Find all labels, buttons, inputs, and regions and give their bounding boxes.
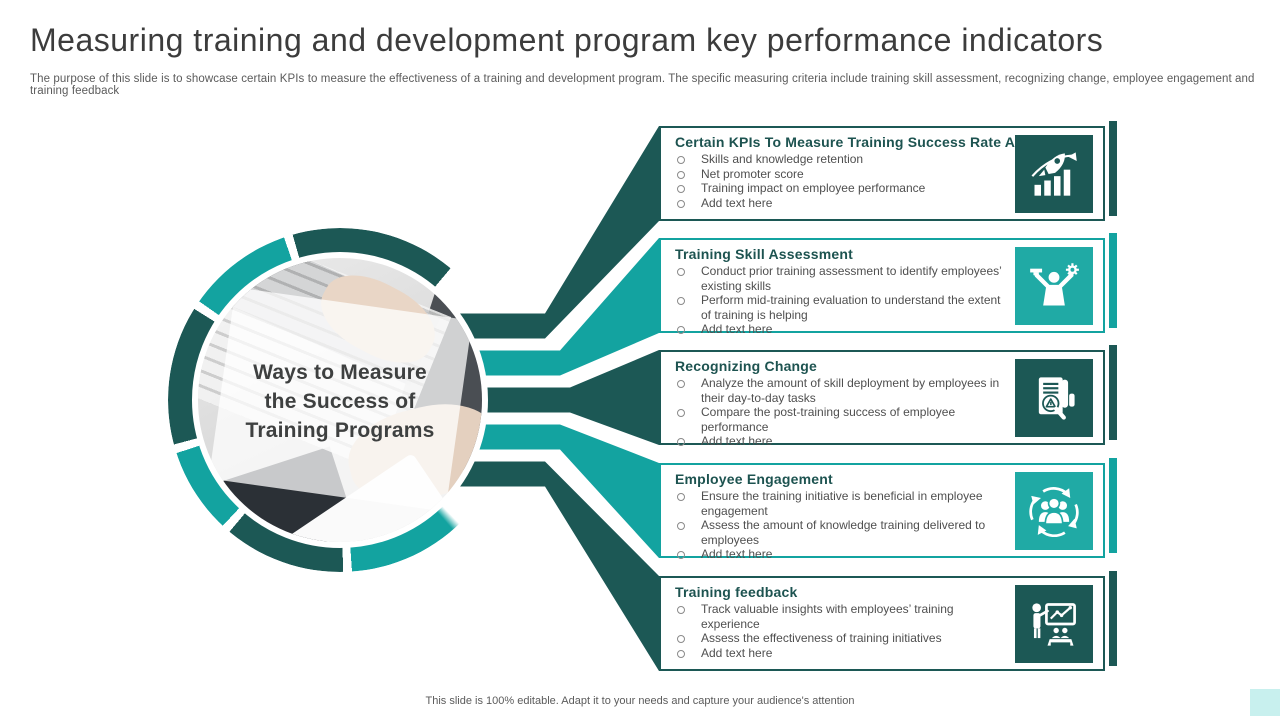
connector-band-4 bbox=[360, 424, 659, 558]
bullet-marker bbox=[677, 551, 685, 559]
bullet-marker bbox=[677, 409, 685, 417]
bullet-item: Net promoter score bbox=[675, 167, 1005, 182]
bullet-item: Add text here bbox=[675, 322, 1005, 337]
bullet-item: Skills and knowledge retention bbox=[675, 152, 1005, 167]
kpi-card-success-rate: Certain KPIs To Measure Training Success… bbox=[659, 126, 1105, 221]
bullet-list: Ensure the training initiative is benefi… bbox=[675, 489, 1005, 562]
bullet-item: Conduct prior training assessment to ide… bbox=[675, 264, 1005, 293]
bullet-marker bbox=[677, 185, 685, 193]
bullet-marker bbox=[677, 635, 685, 643]
kpi-card-skill-assessment: Training Skill Assessment Conduct prior … bbox=[659, 238, 1105, 336]
kpi-card-recognizing-change: Recognizing Change Analyze the amount of… bbox=[659, 350, 1105, 448]
card-title: Certain KPIs To Measure Training Success… bbox=[675, 134, 1034, 150]
bullet-marker bbox=[677, 493, 685, 501]
card-title: Training feedback bbox=[675, 584, 798, 600]
corner-decoration bbox=[1250, 689, 1280, 716]
bullet-item: Ensure the training initiative is benefi… bbox=[675, 489, 1005, 518]
bullet-item: Add text here bbox=[675, 646, 1005, 661]
card-accent-strip bbox=[1109, 571, 1117, 666]
document-review-icon bbox=[1015, 358, 1093, 437]
bullet-list: Analyze the amount of skill deployment b… bbox=[675, 376, 1005, 449]
bullet-marker bbox=[677, 649, 685, 658]
bullet-list: Skills and knowledge retention Net promo… bbox=[675, 152, 1005, 210]
card-accent-strip bbox=[1109, 458, 1117, 553]
bullet-marker bbox=[677, 170, 685, 179]
bullet-marker bbox=[677, 522, 685, 530]
people-sync-icon bbox=[1015, 471, 1093, 550]
footer-note: This slide is 100% editable. Adapt it to… bbox=[425, 695, 855, 707]
trainee-achievement-icon bbox=[1015, 246, 1093, 325]
kpi-card-employee-engagement: Employee Engagement Ensure the training … bbox=[659, 463, 1105, 561]
bullet-marker bbox=[677, 199, 685, 208]
circle-caption: Ways to Measure the Success of Training … bbox=[210, 358, 470, 445]
circle-caption-line: Training Programs bbox=[245, 419, 435, 442]
bullet-item: Add text here bbox=[675, 434, 1005, 449]
card-accent-strip bbox=[1109, 233, 1117, 328]
bullet-item: Analyze the amount of skill deployment b… bbox=[675, 376, 1005, 405]
hands-typing-on-laptop-photo bbox=[192, 252, 488, 548]
circle-caption-line: Ways to Measure bbox=[253, 361, 427, 384]
kpi-card-training-feedback: Training feedback Track valuable insight… bbox=[659, 576, 1105, 671]
bullet-item: Assess the amount of knowledge training … bbox=[675, 518, 1005, 547]
bullet-item: Add text here bbox=[675, 547, 1005, 562]
bullet-marker bbox=[677, 606, 685, 614]
bullet-marker bbox=[677, 268, 685, 276]
bullet-item: Perform mid-training evaluation to under… bbox=[675, 293, 1005, 322]
card-title: Training Skill Assessment bbox=[675, 246, 853, 262]
card-title: Recognizing Change bbox=[675, 358, 818, 374]
bullet-list: Conduct prior training assessment to ide… bbox=[675, 264, 1005, 337]
bullet-marker bbox=[677, 156, 685, 164]
bullet-marker bbox=[677, 438, 685, 446]
bullet-item: Track valuable insights with employees’ … bbox=[675, 602, 1005, 631]
circle-caption-line: the Success of bbox=[264, 390, 416, 413]
bullet-marker bbox=[677, 297, 685, 305]
bullet-marker bbox=[677, 326, 685, 334]
slide-description: The purpose of this slide is to showcase… bbox=[30, 73, 1255, 97]
bullet-marker bbox=[677, 380, 685, 388]
connector-band-5 bbox=[360, 461, 659, 671]
connector-band-1 bbox=[360, 126, 659, 339]
card-title: Employee Engagement bbox=[675, 471, 833, 487]
page-title: Measuring training and development progr… bbox=[30, 22, 1104, 58]
card-accent-strip bbox=[1109, 345, 1117, 440]
bullet-item: Assess the effectiveness of training ini… bbox=[675, 631, 1005, 646]
bullet-list: Track valuable insights with employees’ … bbox=[675, 602, 1005, 660]
bullet-item: Add text here bbox=[675, 196, 1005, 211]
card-accent-strip bbox=[1109, 121, 1117, 216]
presenter-chart-icon bbox=[1015, 584, 1093, 663]
rocket-growth-icon bbox=[1015, 134, 1093, 213]
connector-band-2 bbox=[360, 238, 659, 376]
bullet-item: Compare the post-training success of emp… bbox=[675, 405, 1005, 434]
bullet-item: Training impact on employee performance bbox=[675, 181, 1005, 196]
